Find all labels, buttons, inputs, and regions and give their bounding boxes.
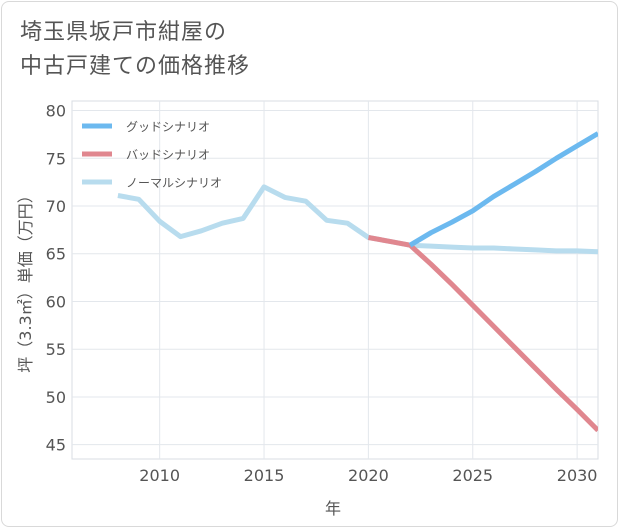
series-line-0 — [408, 131, 598, 248]
y-tick-label: 45 — [46, 436, 66, 455]
x-tick-label: 2015 — [244, 466, 285, 485]
chart-title: 埼玉県坂戸市紺屋の 中古戸建ての価格推移 — [20, 16, 250, 84]
x-axis-ticks: 2010 2015 2020 2025 2030 — [139, 466, 597, 485]
x-tick-label: 2020 — [348, 466, 389, 485]
y-tick-label: 65 — [46, 245, 66, 264]
chart-title-line1: 埼玉県坂戸市紺屋の — [20, 20, 228, 45]
y-axis-title: 坪（3.3㎡）単価（万円） — [16, 187, 35, 372]
legend-label-0[interactable]: グッドシナリオ — [126, 120, 210, 134]
y-tick-label: 55 — [46, 340, 66, 359]
y-axis-ticks: 45 50 55 60 65 70 75 80 — [46, 102, 66, 455]
y-tick-label: 75 — [46, 149, 66, 168]
x-tick-label: 2025 — [452, 466, 493, 485]
x-axis-title: 年 — [325, 499, 341, 518]
y-tick-label: 50 — [46, 388, 66, 407]
y-tick-label: 70 — [46, 197, 66, 216]
x-tick-label: 2030 — [557, 466, 598, 485]
grid — [72, 101, 598, 459]
series-group — [117, 131, 598, 433]
legend-label-2[interactable]: ノーマルシナリオ — [126, 176, 222, 190]
x-tick-label: 2010 — [139, 466, 180, 485]
y-tick-label: 60 — [46, 292, 66, 311]
chart-title-line2: 中古戸建ての価格推移 — [20, 54, 251, 79]
series-line-2 — [117, 184, 598, 255]
series-line-1 — [367, 235, 598, 433]
y-tick-label: 80 — [46, 102, 66, 121]
legend-label-1[interactable]: バッドシナリオ — [126, 148, 210, 162]
